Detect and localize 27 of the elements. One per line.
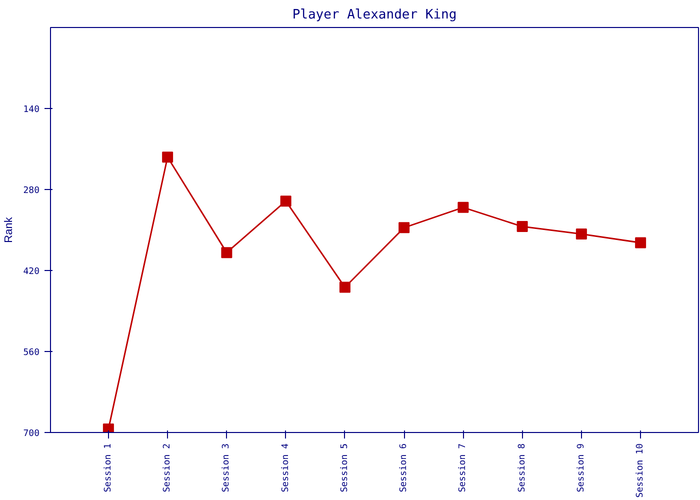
chart-title: Player Alexander King [292, 8, 457, 22]
point [339, 282, 350, 293]
x-tick-label: Session 2 [162, 443, 173, 492]
x-tick-label: Session 8 [517, 443, 528, 492]
x-tick-label: Session 6 [399, 443, 410, 492]
x-tick-label: Session 9 [576, 443, 586, 492]
x-tick-label: Session 3 [222, 443, 232, 492]
x-tick-label: Session 10 [636, 443, 646, 498]
x-tick-label: Session 1 [103, 443, 114, 492]
point [516, 221, 528, 232]
x-tick-label: Session 4 [280, 443, 291, 492]
y-tick-label: 140 [23, 105, 40, 115]
y-tick-label: 420 [23, 267, 40, 277]
y-tick-label: 280 [23, 186, 40, 196]
y-tick-label: 560 [23, 348, 40, 358]
x-tick-label: Session 7 [458, 443, 468, 492]
point [458, 202, 469, 213]
y-tick-label: 700 [23, 429, 40, 439]
point [576, 228, 587, 240]
point [221, 247, 232, 258]
point [280, 196, 292, 207]
point [635, 237, 646, 248]
x-tick-label: Session 5 [340, 443, 350, 492]
point [102, 424, 114, 432]
point [162, 152, 174, 163]
y-axis-title: Rank [3, 216, 16, 243]
point [398, 222, 410, 234]
